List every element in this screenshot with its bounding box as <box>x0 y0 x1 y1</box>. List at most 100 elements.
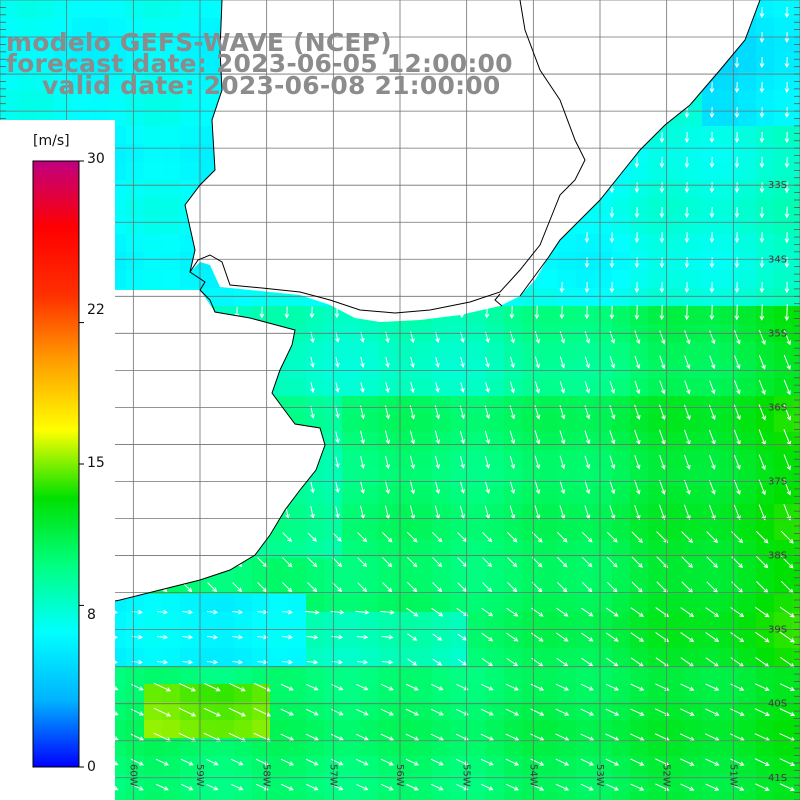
wind-speed-cell <box>378 576 397 595</box>
wind-arrow <box>181 659 194 665</box>
wind-speed-cell <box>144 648 163 667</box>
wind-speed-cell <box>576 720 595 739</box>
wind-speed-cell <box>234 756 253 775</box>
wind-arrow <box>310 506 315 519</box>
wind-speed-cell <box>0 0 19 19</box>
wind-arrow <box>634 380 641 395</box>
wind-speed-cell <box>522 630 541 649</box>
wind-speed-cell <box>774 666 793 685</box>
wind-speed-cell <box>450 648 469 667</box>
wind-arrow <box>730 683 745 691</box>
wind-speed-cell <box>720 576 739 595</box>
forecast-date: forecast date: 2023-06-05 12:00:00 <box>6 49 513 78</box>
wind-speed-cell <box>360 792 379 800</box>
wind-speed-cell <box>180 684 199 703</box>
wind-speed-cell <box>396 666 415 685</box>
wind-speed-cell <box>54 36 73 55</box>
wind-speed-cell <box>522 468 541 487</box>
wind-speed-cell <box>396 702 415 721</box>
wind-speed-cell <box>666 198 685 217</box>
wind-speed-cell <box>720 612 739 631</box>
wind-speed-cell <box>432 666 451 685</box>
wind-speed-cell <box>774 522 793 541</box>
wind-speed-cell <box>306 360 325 379</box>
wind-speed-cell <box>162 0 181 19</box>
wind-speed-cell <box>684 306 703 325</box>
wind-arrow <box>384 480 391 495</box>
wind-arrow <box>709 106 715 119</box>
wind-arrow <box>609 455 616 470</box>
wind-speed-cell <box>702 306 721 325</box>
wind-speed-cell <box>306 612 325 631</box>
wind-speed-cell <box>684 702 703 721</box>
wind-arrow <box>683 504 691 521</box>
wind-speed-cell <box>468 684 487 703</box>
wind-speed-cell <box>720 540 739 559</box>
wind-speed-cell <box>108 18 127 37</box>
wind-speed-cell <box>792 486 800 505</box>
wind-speed-cell <box>630 756 649 775</box>
wind-speed-cell <box>252 792 271 800</box>
wind-arrow <box>178 682 196 692</box>
wind-speed-cell <box>648 342 667 361</box>
wind-speed-cell <box>630 594 649 613</box>
wind-speed-cell <box>594 720 613 739</box>
wind-speed-cell <box>666 432 685 451</box>
wind-speed-cell <box>576 666 595 685</box>
colorbar-tick-label: 22 <box>87 302 105 318</box>
wind-arrow <box>555 733 570 741</box>
wind-speed-cell <box>684 432 703 451</box>
wind-speed-cell <box>630 432 649 451</box>
wind-arrow <box>680 783 695 791</box>
wind-speed-cell <box>468 666 487 685</box>
wind-speed-cell <box>468 450 487 469</box>
wind-speed-cell <box>342 504 361 523</box>
wind-speed-cell <box>288 630 307 649</box>
wind-arrow <box>709 281 715 294</box>
wind-arrow <box>206 659 219 665</box>
wind-speed-cell <box>414 360 433 379</box>
wind-speed-cell <box>342 792 361 800</box>
wind-speed-cell <box>756 126 775 145</box>
wind-arrow <box>634 429 641 445</box>
wind-speed-cell <box>396 450 415 469</box>
wind-speed-cell <box>648 666 667 685</box>
wind-speed-cell <box>342 612 361 631</box>
wind-arrow <box>356 783 369 791</box>
wind-speed-cell <box>540 630 559 649</box>
wind-arrow <box>204 682 221 692</box>
wind-speed-cell <box>378 360 397 379</box>
wind-speed-cell <box>738 90 757 109</box>
wind-speed-cell <box>306 486 325 505</box>
wind-arrow <box>409 430 416 445</box>
wind-arrow <box>783 403 792 421</box>
wind-arrow <box>606 581 618 593</box>
wind-speed-cell <box>612 342 631 361</box>
wind-speed-cell <box>504 396 523 415</box>
wind-speed-cell <box>540 414 559 433</box>
wind-speed-cell <box>396 486 415 505</box>
wind-speed-cell <box>792 306 800 325</box>
wind-speed-cell <box>684 594 703 613</box>
wind-speed-cell <box>360 756 379 775</box>
wind-arrow <box>730 758 745 766</box>
wind-speed-cell <box>342 450 361 469</box>
wind-speed-cell <box>720 738 739 757</box>
wind-arrow <box>779 783 795 792</box>
wind-speed-cell <box>558 576 577 595</box>
wind-arrow <box>534 455 541 470</box>
wind-arrow <box>306 659 319 665</box>
wind-arrow <box>530 783 545 791</box>
wind-arrow <box>555 783 570 791</box>
wind-speed-cell <box>594 594 613 613</box>
wind-speed-cell <box>252 738 271 757</box>
wind-speed-cell <box>630 360 649 379</box>
wind-arrow <box>756 556 769 569</box>
wind-speed-cell <box>306 738 325 757</box>
wind-speed-cell <box>162 18 181 37</box>
wind-speed-cell <box>306 774 325 793</box>
wind-speed-cell <box>216 720 235 739</box>
wind-speed-cell <box>792 594 800 613</box>
wind-arrow <box>730 783 745 791</box>
wind-speed-cell <box>666 612 685 631</box>
